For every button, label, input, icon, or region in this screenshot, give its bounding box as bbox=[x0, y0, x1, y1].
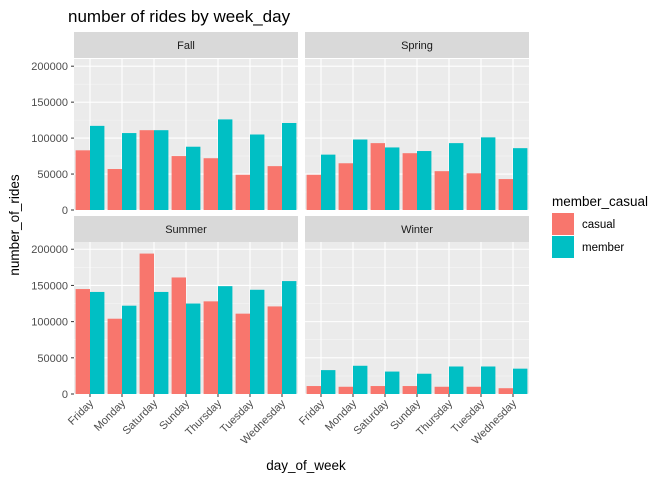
bar-casual-wednesday bbox=[267, 166, 282, 210]
facet-strip bbox=[305, 216, 529, 242]
facet-strip bbox=[74, 216, 298, 242]
bar-casual-wednesday bbox=[267, 306, 282, 394]
bar-member-thursday bbox=[218, 286, 233, 394]
y-tick-label: 200000 bbox=[31, 244, 68, 256]
bar-member-saturday bbox=[385, 371, 400, 394]
bar-casual-monday bbox=[107, 169, 122, 210]
bar-casual-saturday bbox=[139, 130, 154, 210]
y-axis-ticks: 0 50000 100000 150000 200000 0 50000 100000 1500… bbox=[31, 61, 74, 401]
bar-casual-tuesday bbox=[235, 174, 250, 210]
x-axis-ticks: FridayMondaySaturdaySundayThursdayTuesda… bbox=[66, 394, 519, 447]
bar-casual-thursday bbox=[434, 171, 449, 210]
bar-member-sunday bbox=[417, 151, 432, 210]
y-tick-label: 200000 bbox=[31, 61, 68, 73]
bar-casual-tuesday bbox=[466, 386, 481, 394]
bar-member-saturday bbox=[154, 291, 169, 394]
bar-casual-sunday bbox=[402, 386, 417, 394]
facet-strip bbox=[305, 32, 529, 58]
bar-casual-sunday bbox=[171, 277, 186, 394]
bar-member-friday bbox=[90, 291, 105, 394]
bar-casual-friday bbox=[75, 289, 90, 394]
legend-label-casual: casual bbox=[582, 219, 615, 231]
x-tick-label: Saturday bbox=[121, 397, 161, 437]
bar-member-thursday bbox=[218, 119, 233, 210]
bar-casual-friday bbox=[75, 150, 90, 210]
facet-spring: Spring bbox=[305, 32, 529, 211]
legend: member_casual casual member bbox=[552, 194, 648, 258]
x-tick-label: Saturday bbox=[352, 397, 392, 437]
bar-casual-monday bbox=[107, 318, 122, 394]
bar-member-saturday bbox=[385, 147, 400, 210]
y-tick-label: 100000 bbox=[31, 133, 68, 145]
bar-casual-saturday bbox=[370, 386, 385, 394]
bar-casual-friday bbox=[306, 174, 321, 210]
bar-member-sunday bbox=[417, 373, 432, 394]
bar-casual-monday bbox=[338, 386, 353, 394]
bar-member-tuesday bbox=[250, 134, 265, 210]
facet-strip-label: Spring bbox=[401, 40, 433, 52]
bar-member-saturday bbox=[154, 130, 169, 210]
x-tick-label: Friday bbox=[66, 397, 96, 427]
y-axis-title: number_of_rides bbox=[7, 174, 22, 276]
bar-casual-thursday bbox=[434, 386, 449, 394]
bar-casual-saturday bbox=[139, 253, 154, 394]
bar-casual-tuesday bbox=[235, 313, 250, 394]
facet-fall: Fall bbox=[74, 32, 298, 211]
facet-strip-label: Winter bbox=[401, 224, 433, 236]
y-tick-label: 0 bbox=[62, 205, 68, 217]
facet-strip-label: Summer bbox=[165, 224, 207, 236]
facet-strip bbox=[74, 32, 298, 58]
facet-strip-label: Fall bbox=[177, 40, 195, 52]
bar-member-wednesday bbox=[513, 368, 528, 394]
bar-member-friday bbox=[321, 154, 336, 210]
bar-member-wednesday bbox=[513, 148, 528, 210]
facet-panels: Fall Spring Summer Winter bbox=[74, 32, 529, 395]
bar-member-wednesday bbox=[282, 281, 297, 394]
legend-key-member bbox=[552, 236, 574, 258]
x-tick-label: Friday bbox=[297, 397, 327, 427]
bar-member-friday bbox=[321, 370, 336, 394]
bar-casual-thursday bbox=[203, 301, 218, 394]
bar-member-sunday bbox=[186, 303, 201, 394]
y-tick-label: 150000 bbox=[31, 280, 68, 292]
bar-casual-tuesday bbox=[466, 173, 481, 210]
bar-member-thursday bbox=[449, 143, 464, 210]
chart-title: number of rides by week_day bbox=[68, 7, 291, 26]
bar-member-wednesday bbox=[282, 122, 297, 210]
bar-member-tuesday bbox=[481, 366, 496, 394]
y-tick-label: 0 bbox=[62, 389, 68, 401]
bar-member-friday bbox=[90, 125, 105, 210]
legend-key-casual bbox=[552, 213, 574, 235]
y-tick-label: 50000 bbox=[37, 353, 68, 365]
bar-casual-sunday bbox=[171, 156, 186, 210]
bar-casual-sunday bbox=[402, 153, 417, 210]
bar-member-tuesday bbox=[481, 137, 496, 210]
bar-casual-wednesday bbox=[498, 388, 513, 394]
bar-member-sunday bbox=[186, 146, 201, 210]
bar-casual-friday bbox=[306, 386, 321, 394]
bar-casual-saturday bbox=[370, 143, 385, 210]
legend-label-member: member bbox=[582, 242, 624, 254]
bar-casual-wednesday bbox=[498, 179, 513, 210]
bar-member-monday bbox=[122, 305, 137, 394]
bar-member-monday bbox=[353, 139, 368, 210]
bar-member-monday bbox=[122, 133, 137, 210]
facet-summer: Summer bbox=[74, 216, 298, 395]
x-axis-title: day_of_week bbox=[266, 458, 346, 473]
bar-casual-monday bbox=[338, 163, 353, 210]
bar-casual-thursday bbox=[203, 158, 218, 210]
bar-member-tuesday bbox=[250, 289, 265, 394]
y-tick-label: 100000 bbox=[31, 317, 68, 329]
y-tick-label: 150000 bbox=[31, 97, 68, 109]
y-tick-label: 50000 bbox=[37, 169, 68, 181]
bar-member-thursday bbox=[449, 366, 464, 394]
facet-winter: Winter bbox=[305, 216, 529, 395]
bar-member-monday bbox=[353, 365, 368, 394]
legend-title: member_casual bbox=[552, 194, 648, 209]
